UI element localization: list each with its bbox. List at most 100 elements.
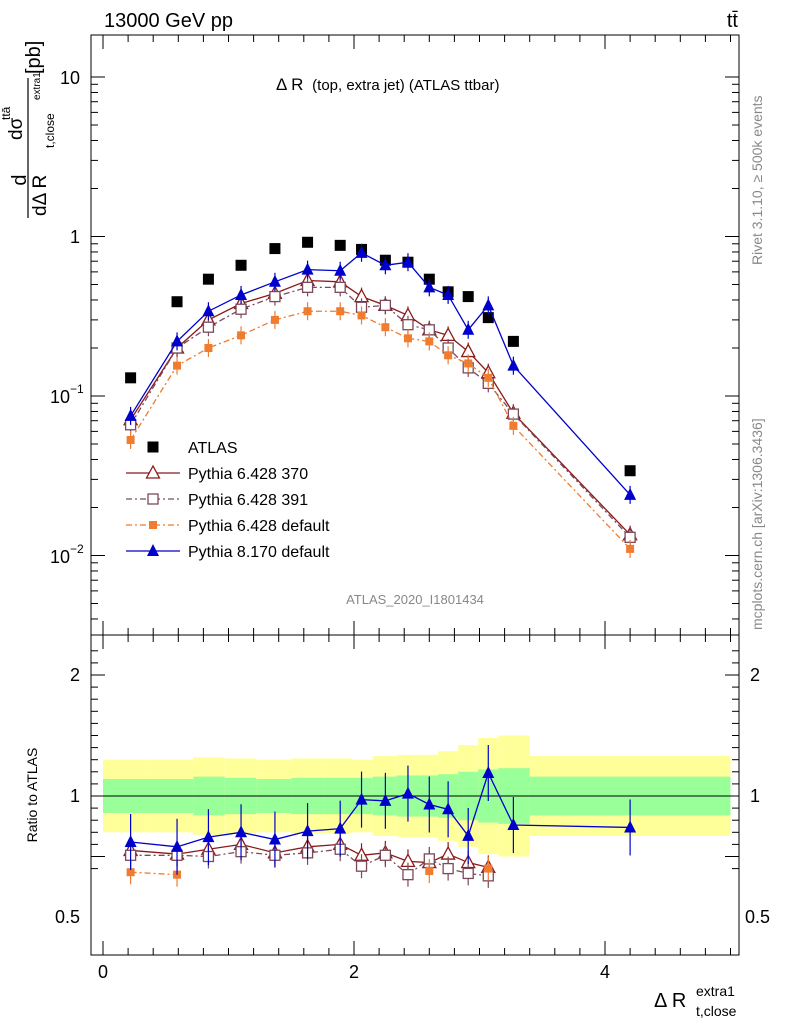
xtick-label-2: 2 xyxy=(349,962,359,982)
main-ylabel: d dσ ttā dΔ R t,close extra1 [pb] xyxy=(0,41,57,218)
legend-label-4: Pythia 8.170 default xyxy=(188,544,330,561)
point-3-9 xyxy=(403,334,412,343)
point-3-2 xyxy=(204,343,213,352)
ratio-ytick-05-left: 0.5 xyxy=(55,907,80,927)
ratio-point-4-4 xyxy=(268,832,281,845)
point-2-9 xyxy=(402,319,414,331)
point-2-3 xyxy=(235,303,247,315)
point-4-4 xyxy=(268,274,281,287)
point-4-1 xyxy=(171,334,184,347)
point-0-12 xyxy=(462,291,474,303)
point-2-5 xyxy=(301,281,314,293)
legend-marker-2 xyxy=(147,493,159,505)
series-line-4 xyxy=(130,252,631,496)
xtick-label-0: 0 xyxy=(98,962,108,982)
legend-label-2: Pythia 6.428 391 xyxy=(188,492,308,509)
ratio-point-2-11 xyxy=(442,862,454,875)
point-4-15 xyxy=(624,487,637,500)
ratio-ytick-1-right: 1 xyxy=(750,786,760,806)
main-ytick-labels: 10 1 10 −1 10 −2 xyxy=(50,68,84,567)
ratio-line-4-0 xyxy=(130,771,631,848)
point-4-14 xyxy=(507,358,520,371)
xlabel-main: Δ R xyxy=(654,990,686,1012)
xtick-label-4: 4 xyxy=(600,962,610,982)
main-plot-title: Δ R (top, extra jet) (ATLAS ttbar) xyxy=(276,75,499,94)
ytick-label-0p1-base: 10 xyxy=(50,387,70,407)
point-0-14 xyxy=(507,335,519,347)
point-3-1 xyxy=(173,361,182,370)
title-rest: (top, extra jet) (ATLAS ttbar) xyxy=(312,77,499,94)
legend-label-3: Pythia 6.428 default xyxy=(188,518,330,535)
point-4-9 xyxy=(401,255,414,268)
point-0-0 xyxy=(125,372,137,384)
ratio-ylabel: Ratio to ATLAS xyxy=(24,748,40,843)
point-4-0 xyxy=(124,408,137,421)
ytick-label-10: 10 xyxy=(60,68,80,88)
ratio-point-2-9 xyxy=(402,869,414,881)
ylabel-fraction: dσ xyxy=(6,117,27,140)
ytick-label-0p01: 10 xyxy=(50,547,70,567)
ratio-point-4-10 xyxy=(423,797,436,810)
xlabel-sub: t,close xyxy=(696,1003,737,1019)
point-3-11 xyxy=(444,351,453,360)
ratio-point-4-6 xyxy=(334,821,347,834)
ratio-point-4-1 xyxy=(171,839,184,852)
ylabel-den-sup: extra1 xyxy=(32,72,43,100)
ratio-plot-frame xyxy=(90,634,740,956)
point-3-14 xyxy=(509,421,518,430)
ratio-ytick-2-right: 2 xyxy=(750,665,760,685)
axis-ticks xyxy=(91,35,739,955)
point-3-8 xyxy=(381,323,390,332)
ytick-label-0p1-exp: −1 xyxy=(70,382,84,396)
point-3-12 xyxy=(464,359,473,368)
ratio-point-2-12 xyxy=(462,867,474,880)
point-0-4 xyxy=(269,243,281,255)
title-prefix: Δ R xyxy=(276,75,303,94)
point-4-3 xyxy=(235,287,248,300)
ratio-point-4-9 xyxy=(401,786,414,799)
ratio-ytick-1-left: 1 xyxy=(70,786,80,806)
legend-marker-3 xyxy=(149,521,157,529)
ratio-point-4-0 xyxy=(124,834,137,847)
ratio-point-4-7 xyxy=(355,792,368,805)
point-3-13 xyxy=(484,373,493,382)
rivet-label: Rivet 3.1.10, ≥ 500k events xyxy=(749,95,765,265)
ratio-uncertainty-bands xyxy=(91,735,739,857)
point-0-15 xyxy=(624,465,636,477)
ratio-ytick-2-left: 2 xyxy=(70,665,80,685)
mcplots-label: mcplots.cern.ch [arXiv:1306.3436] xyxy=(749,418,765,630)
point-0-5 xyxy=(302,236,314,248)
legend-label-1: Pythia 6.428 370 xyxy=(188,466,308,483)
point-4-7 xyxy=(355,245,368,258)
point-4-8 xyxy=(379,258,392,271)
main-plot-series xyxy=(123,236,638,558)
point-3-4 xyxy=(270,315,279,324)
legend-marker-4 xyxy=(147,544,159,556)
ratio-point-4-11 xyxy=(442,802,455,815)
ratio-point-2-7 xyxy=(355,860,368,872)
point-4-10 xyxy=(423,280,436,293)
ratio-point-4-5 xyxy=(301,824,314,837)
ytick-label-0p01-exp: −2 xyxy=(70,542,84,556)
point-3-10 xyxy=(425,337,434,346)
ratio-point-4-15 xyxy=(624,820,637,833)
legend-marker-0 xyxy=(147,441,159,453)
ratio-point-4-3 xyxy=(235,825,248,838)
ytick-label-0p1: 10 xyxy=(50,387,70,407)
ratio-point-4-12 xyxy=(462,828,475,841)
point-4-2 xyxy=(202,304,215,317)
series-line-1 xyxy=(130,279,631,536)
ratio-point-3-10 xyxy=(425,867,434,876)
ylabel-num-sup: ttā xyxy=(0,106,13,120)
xtick-labels: 0 2 4 xyxy=(98,962,610,982)
ylabel-unit: [pb] xyxy=(23,41,45,74)
ratio-point-4-2 xyxy=(202,830,215,843)
point-3-6 xyxy=(336,307,345,316)
xlabel-sup: extra1 xyxy=(696,983,735,999)
legend-label-0: ATLAS xyxy=(188,440,238,457)
point-3-7 xyxy=(357,311,366,320)
point-0-13 xyxy=(482,312,494,324)
point-2-6 xyxy=(334,281,346,293)
process-label: tt̄ xyxy=(727,10,739,32)
